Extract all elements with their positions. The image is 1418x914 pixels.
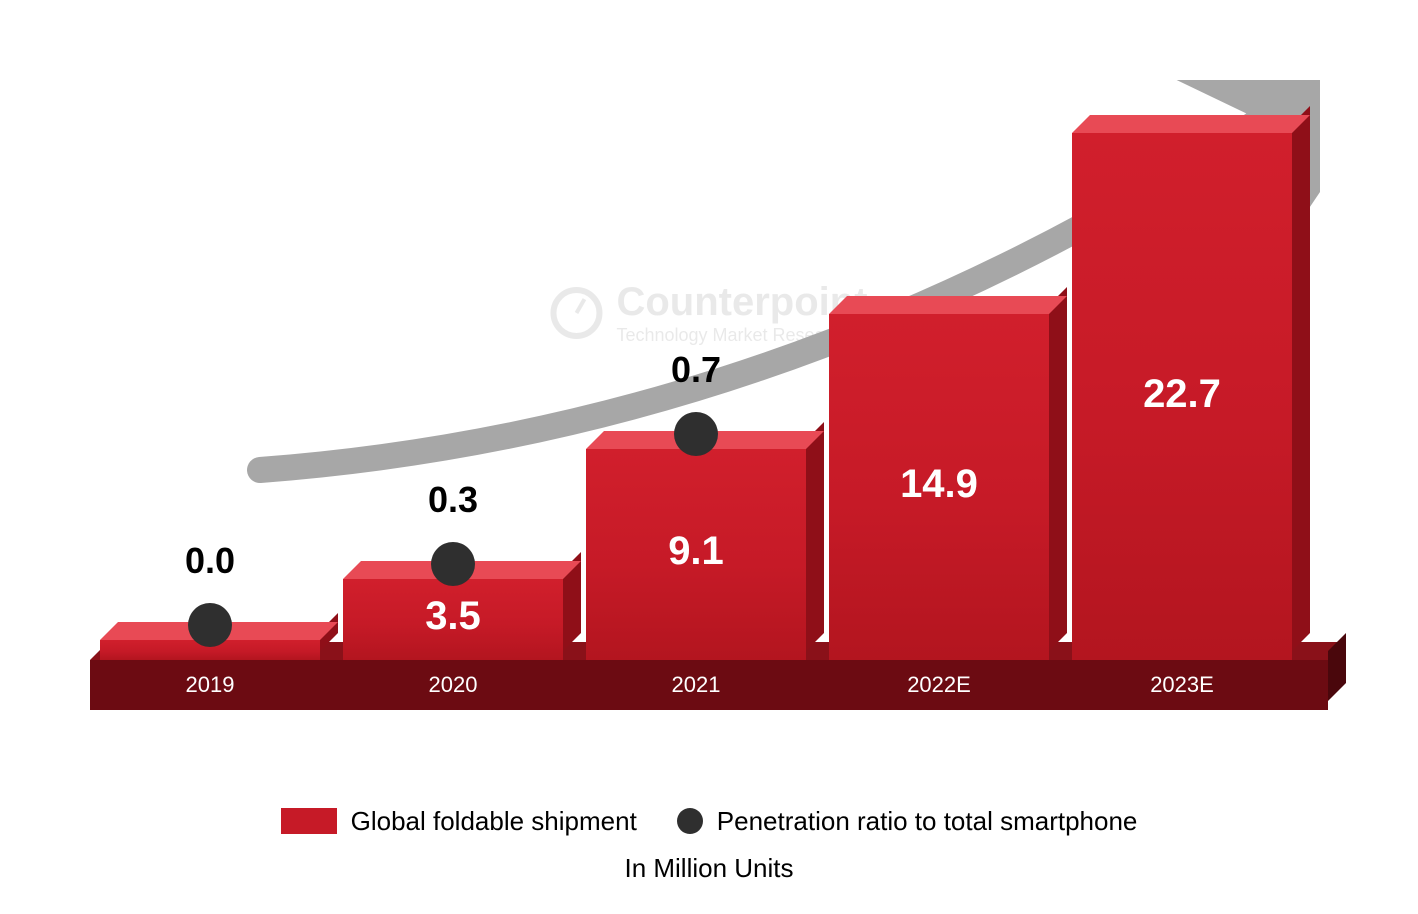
bar-side xyxy=(1292,106,1310,651)
bar-top xyxy=(829,296,1067,314)
bar-value-label: 14.9 xyxy=(829,462,1049,507)
bar-slot: 14.9 xyxy=(829,194,1049,660)
penetration-dot xyxy=(674,412,718,456)
penetration-dot xyxy=(431,542,475,586)
plot-area: 2019202020212022E2023E 0.03.50.39.10.714… xyxy=(100,60,1318,660)
bar-side xyxy=(1049,287,1067,651)
y-axis-wall xyxy=(90,60,100,660)
penetration-label: 0.0 xyxy=(185,540,235,582)
bar-top xyxy=(1072,115,1310,133)
legend-swatch-bar xyxy=(281,808,337,834)
legend-dot-label: Penetration ratio to total smartphone xyxy=(717,806,1138,837)
legend-item-dot: Penetration ratio to total smartphone xyxy=(677,806,1138,837)
penetration-dot xyxy=(188,603,232,647)
legend-swatch-dot xyxy=(677,808,703,834)
bar-value-label: 9.1 xyxy=(586,529,806,574)
bar-value-label: 3.5 xyxy=(343,594,563,639)
legend: Global foldable shipment Penetration rat… xyxy=(0,806,1418,885)
bar-value-label: 22.7 xyxy=(1072,372,1292,417)
penetration-label: 0.7 xyxy=(671,349,721,391)
legend-bar-label: Global foldable shipment xyxy=(351,806,637,837)
category-label: 2023E xyxy=(1072,672,1292,698)
category-label: 2020 xyxy=(343,672,563,698)
chart-container: Counterpoint Technology Market Research … xyxy=(100,60,1318,720)
bar-slot: 9.1 0.7 xyxy=(586,329,806,660)
penetration-label: 0.3 xyxy=(428,479,478,521)
bar-slot: 0.0 xyxy=(100,520,320,660)
category-label: 2019 xyxy=(100,672,320,698)
legend-item-bar: Global foldable shipment xyxy=(281,806,637,837)
category-label: 2022E xyxy=(829,672,1049,698)
x-axis-floor: 2019 2020 2021 2022E 2023E xyxy=(90,660,1328,710)
legend-subtitle: In Million Units xyxy=(0,853,1418,884)
bar-slot: 22.7 xyxy=(1072,13,1292,660)
bar-side xyxy=(806,422,824,651)
category-label: 2021 xyxy=(586,672,806,698)
bar-slot: 3.5 0.3 xyxy=(343,459,563,660)
